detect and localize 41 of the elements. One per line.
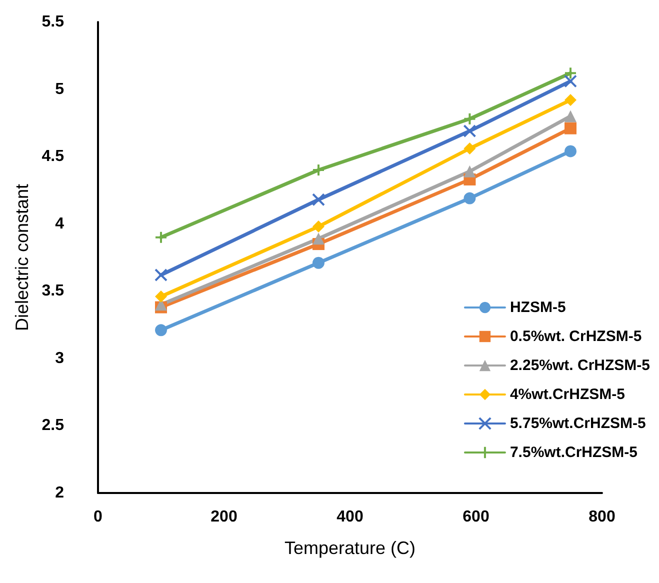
y-tick-label: 4 [55, 215, 64, 232]
y-axis-title: Dielectric constant [12, 184, 32, 332]
point [154, 268, 168, 282]
legend-label: 5.75%wt.CrHZSM-5 [510, 415, 646, 432]
point [154, 230, 168, 244]
point [564, 122, 576, 134]
y-tick-label: 4.5 [42, 148, 64, 166]
legend-label: 2.25%wt. CrHZSM-5 [510, 357, 650, 374]
x-tick-label: 800 [588, 508, 616, 526]
point [155, 290, 167, 303]
x-axis-title: Temperature (C) [284, 538, 416, 558]
point [564, 145, 576, 158]
y-tick-label: 5.5 [42, 14, 64, 30]
point [312, 220, 324, 233]
point [312, 256, 324, 269]
y-tick-label: 2 [55, 484, 64, 502]
point [463, 112, 476, 126]
legend-label: 4%wt.CrHZSM-5 [510, 386, 625, 403]
point [564, 94, 576, 106]
point [312, 193, 325, 206]
legend-label: 0.5%wt. CrHZSM-5 [510, 328, 642, 345]
legend-label: 7.5%wt.CrHZSM-5 [510, 444, 638, 461]
point [463, 124, 476, 138]
point [312, 232, 324, 245]
point [564, 110, 576, 122]
legend-label: HZSM-5 [510, 299, 566, 316]
x-tick-label: 200 [210, 508, 238, 526]
y-tick-label: 2.5 [42, 417, 64, 434]
x-tick-label: 0 [94, 508, 103, 526]
x-tick-label: 600 [462, 508, 490, 526]
point [564, 74, 577, 88]
point [464, 192, 476, 204]
point [155, 324, 167, 336]
point [312, 164, 325, 177]
x-tick-label: 400 [336, 508, 364, 526]
point [464, 165, 476, 178]
point [564, 66, 577, 80]
y-tick-label: 3.5 [42, 282, 64, 300]
y-tick-label: 5 [55, 80, 64, 98]
point [464, 142, 476, 154]
y-tick-label: 3 [55, 350, 64, 367]
